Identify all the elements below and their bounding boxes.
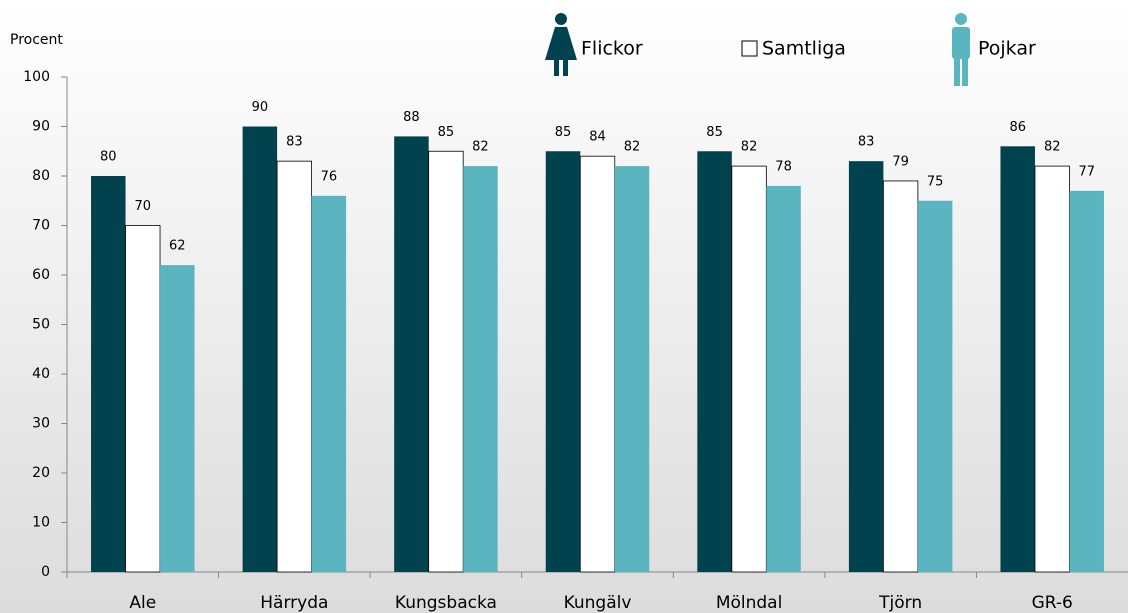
bar xyxy=(160,265,195,572)
y-tick-label: 40 xyxy=(32,366,50,382)
bar xyxy=(463,166,498,572)
legend-icon xyxy=(563,58,568,76)
x-tick-label: Härryda xyxy=(260,593,328,613)
bar xyxy=(91,176,126,572)
bar xyxy=(917,200,953,572)
legend-icon xyxy=(545,27,577,60)
bar xyxy=(545,151,581,572)
data-label: 80 xyxy=(100,150,117,165)
data-label: 85 xyxy=(438,125,455,140)
y-tick-label: 20 xyxy=(32,465,50,481)
y-tick-label: 50 xyxy=(32,317,50,333)
x-tick-label: Kungälv xyxy=(564,593,632,613)
bar xyxy=(311,195,347,573)
legend-item: Samtliga xyxy=(741,38,846,60)
bar xyxy=(848,161,884,572)
legend-item: Pojkar xyxy=(952,13,1036,86)
x-tick-label: Ale xyxy=(129,593,156,613)
data-label: 70 xyxy=(135,199,152,214)
bar xyxy=(428,150,464,573)
data-label: 76 xyxy=(321,169,338,184)
legend-icon xyxy=(952,27,970,59)
data-label: 78 xyxy=(775,159,792,174)
bar xyxy=(1034,165,1070,573)
y-tick-label: 10 xyxy=(32,515,50,531)
bar xyxy=(882,180,919,573)
bar xyxy=(242,126,278,572)
bar xyxy=(276,160,313,573)
data-label: 84 xyxy=(589,130,606,145)
bar xyxy=(1000,146,1035,573)
y-tick-label: 100 xyxy=(23,69,50,85)
legend-item: Flickor xyxy=(545,13,643,76)
legend-icon xyxy=(962,56,968,86)
legend-icon xyxy=(554,58,559,76)
legend-label: Samtliga xyxy=(762,38,846,60)
y-tick-label: 70 xyxy=(32,218,50,234)
bar xyxy=(394,136,429,572)
data-label: 82 xyxy=(1044,140,1061,155)
data-label: 77 xyxy=(1078,164,1095,179)
y-tick-label: 0 xyxy=(41,564,50,580)
bar xyxy=(697,151,732,572)
bar xyxy=(1069,190,1104,572)
data-label: 85 xyxy=(706,125,723,140)
legend-label: Flickor xyxy=(581,38,643,60)
bar xyxy=(614,166,650,572)
y-tick-label: 80 xyxy=(32,168,50,184)
data-label: 90 xyxy=(252,100,269,115)
y-tick-label: 90 xyxy=(32,119,50,135)
x-tick-label: Mölndal xyxy=(716,593,783,613)
data-label: 83 xyxy=(858,135,875,150)
legend-icon xyxy=(954,56,960,86)
data-label: 82 xyxy=(472,140,489,155)
legend-label: Pojkar xyxy=(978,38,1036,60)
bar xyxy=(766,185,801,572)
x-tick-label: Kungsbacka xyxy=(395,593,497,613)
bar xyxy=(731,165,767,573)
data-label: 79 xyxy=(892,154,909,169)
bar xyxy=(579,155,616,573)
bar xyxy=(125,225,161,573)
data-label: 82 xyxy=(624,140,641,155)
data-label: 85 xyxy=(555,125,572,140)
y-tick-label: 60 xyxy=(32,267,50,283)
data-label: 83 xyxy=(286,135,303,150)
legend-swatch xyxy=(741,40,758,57)
data-label: 86 xyxy=(1009,120,1026,135)
data-label: 88 xyxy=(403,110,420,125)
legend-icon xyxy=(555,13,567,25)
x-tick-label: Tjörn xyxy=(878,593,922,613)
x-tick-label: GR-6 xyxy=(1032,593,1073,613)
data-label: 62 xyxy=(169,239,186,254)
data-label: 75 xyxy=(927,174,944,189)
data-label: 82 xyxy=(741,140,758,155)
y-tick-label: 30 xyxy=(32,416,50,432)
legend-icon xyxy=(955,13,967,25)
y-axis-label: Procent xyxy=(10,32,63,48)
